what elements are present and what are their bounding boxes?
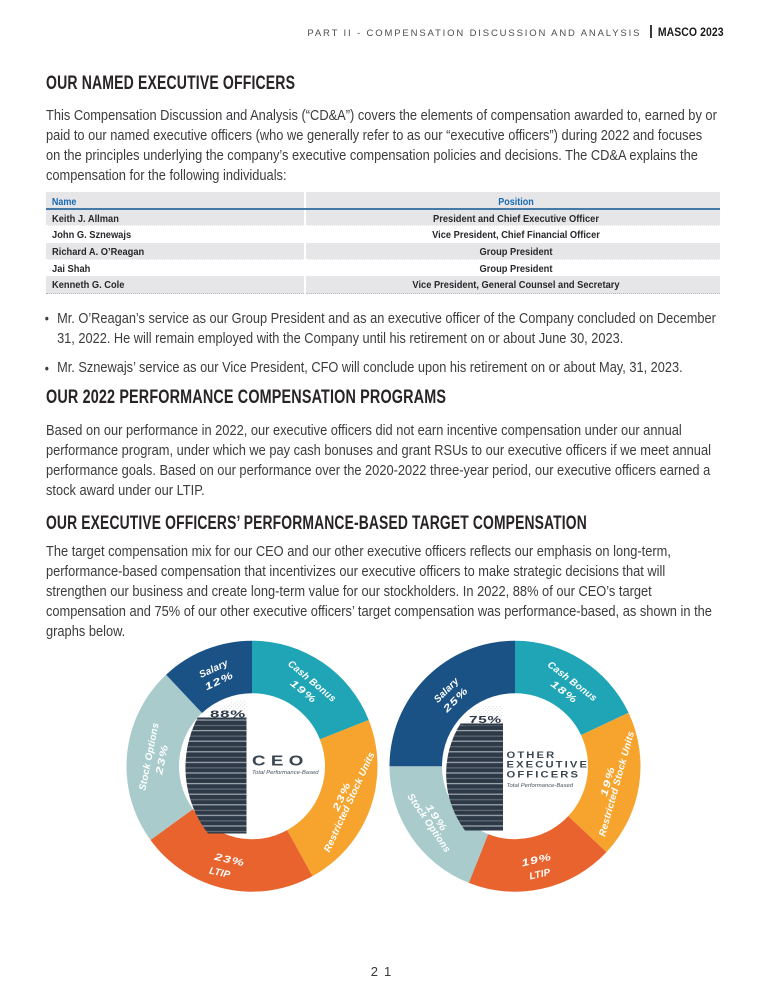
svg-text:LTIP: LTIP [208, 866, 231, 881]
svg-text:Total Performance-Based: Total Performance-Based [252, 770, 319, 776]
svg-text:88%: 88% [210, 708, 246, 720]
svg-text:CEO: CEO [252, 752, 309, 769]
svg-text:75%: 75% [469, 713, 502, 725]
svg-text:OTHER: OTHER [507, 750, 557, 760]
svg-text:OFFICERS: OFFICERS [507, 770, 581, 780]
svg-text:EXECUTIVE: EXECUTIVE [507, 760, 590, 770]
svg-text:Total Performance-Based: Total Performance-Based [507, 783, 574, 789]
svg-text:LTIP: LTIP [528, 867, 551, 882]
